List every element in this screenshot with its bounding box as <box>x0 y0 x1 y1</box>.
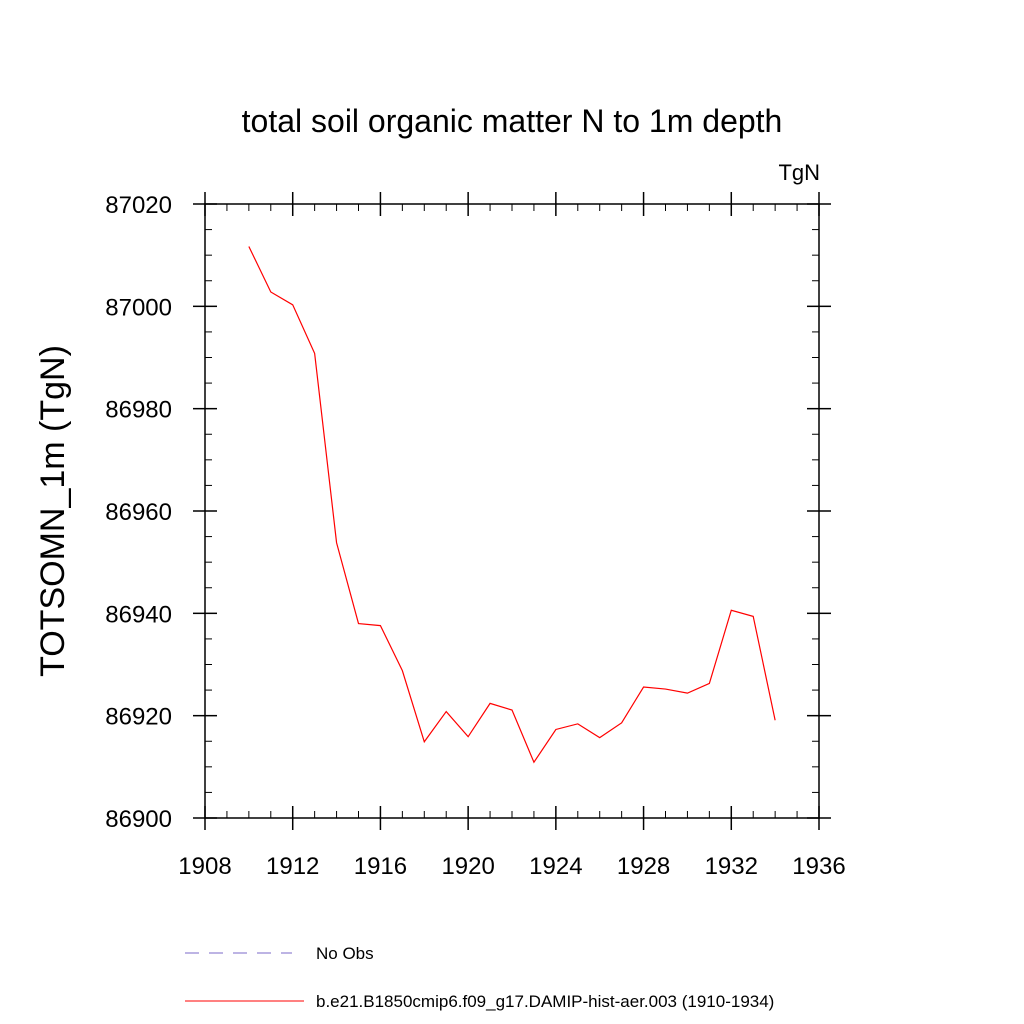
series-layer <box>248 246 776 764</box>
x-tick-label: 1924 <box>529 853 582 880</box>
y-tick-label: 86920 <box>105 704 172 731</box>
y-tick-labels: 86900 86920 86940 86960 86980 87000 87020 <box>105 192 172 833</box>
minor-ticks <box>205 204 819 818</box>
legend: No Obs b.e21.B1850cmip6.f09_g17.DAMIP-his… <box>185 944 774 1011</box>
y-tick-label: 87020 <box>105 192 172 219</box>
legend-label-1: b.e21.B1850cmip6.f09_g17.DAMIP-hist-aer.… <box>316 992 774 1011</box>
major-ticks <box>193 192 831 830</box>
y-tick-label: 87000 <box>105 294 172 321</box>
y-tick-label: 86900 <box>105 806 172 833</box>
x-tick-label: 1908 <box>178 853 231 880</box>
plot-frame <box>204 203 820 819</box>
y-tick-label: 86940 <box>105 601 172 628</box>
series-line-1 <box>248 246 776 764</box>
y-tick-label: 86980 <box>105 397 172 424</box>
x-tick-label: 1928 <box>617 853 670 880</box>
y-axis-label: TOTSOMN_1m (TgN) <box>34 345 72 677</box>
chart-title: total soil organic matter N to 1m depth <box>242 103 783 139</box>
legend-label-0: No Obs <box>316 944 374 963</box>
x-tick-label: 1916 <box>354 853 407 880</box>
x-tick-labels: 1908 1912 1916 1920 1924 1928 1932 1936 <box>178 853 845 880</box>
x-tick-label: 1920 <box>441 853 494 880</box>
x-tick-label: 1932 <box>705 853 758 880</box>
x-tick-label: 1912 <box>266 853 319 880</box>
chart-units-label: TgN <box>778 160 820 185</box>
y-tick-label: 86960 <box>105 499 172 526</box>
x-tick-label: 1936 <box>792 853 845 880</box>
